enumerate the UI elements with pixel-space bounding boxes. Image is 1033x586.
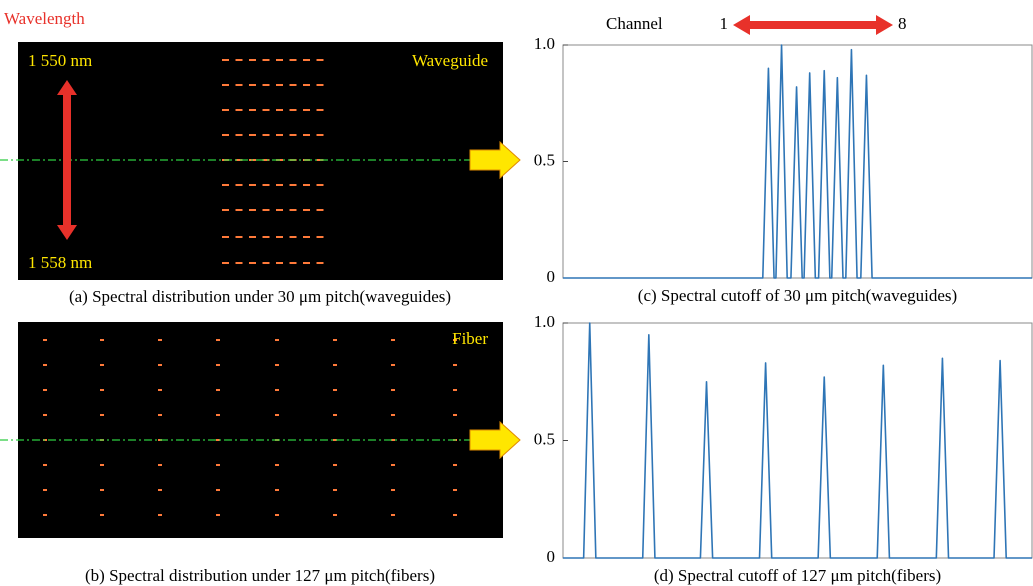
y-tick-label: 0.5 bbox=[534, 150, 555, 169]
waveguide-label: Waveguide bbox=[412, 51, 488, 70]
channel-label: Channel bbox=[606, 14, 663, 33]
plot-frame bbox=[563, 323, 1032, 558]
y-tick-label: 0.5 bbox=[534, 429, 555, 448]
spectrum-line bbox=[563, 45, 1032, 278]
channel-arrow bbox=[733, 15, 893, 35]
wl-top: 1 550 nm bbox=[28, 51, 92, 70]
figure: Wavelength 1 550 nm 1 558 nm Waveguide F… bbox=[0, 0, 1033, 586]
y-tick-label: 1.0 bbox=[534, 312, 555, 331]
y-tick-label: 0 bbox=[547, 547, 556, 566]
chart-title: (c) Spectral cutoff of 30 μm pitch(waveg… bbox=[638, 286, 957, 305]
wl-bottom: 1 558 nm bbox=[28, 253, 92, 272]
caption: (b) Spectral distribution under 127 μm p… bbox=[85, 566, 435, 585]
image-fiber bbox=[18, 322, 503, 538]
y-tick-label: 0 bbox=[547, 267, 556, 286]
spectrum-line bbox=[563, 323, 1032, 558]
caption: (a) Spectral distribution under 30 μm pi… bbox=[69, 287, 451, 306]
y-tick-label: 1.0 bbox=[534, 34, 555, 53]
fiber-label: Fiber bbox=[452, 329, 488, 348]
plot-frame bbox=[563, 45, 1032, 278]
channel-last: 8 bbox=[898, 14, 907, 33]
wavelength-label: Wavelength bbox=[4, 9, 85, 28]
image-waveguide bbox=[18, 42, 503, 280]
channel-first: 1 bbox=[720, 14, 729, 33]
chart-title: (d) Spectral cutoff of 127 μm pitch(fibe… bbox=[654, 566, 941, 585]
